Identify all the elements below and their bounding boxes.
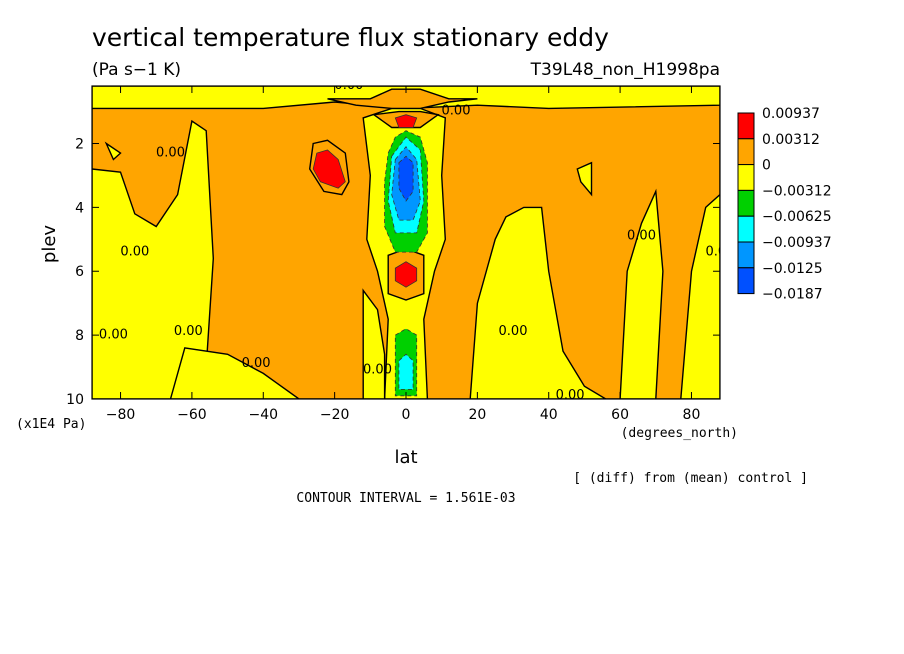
- y-tick-label: 8: [75, 328, 84, 344]
- y-tick-label: 10: [66, 392, 84, 408]
- legend-swatch: [737, 164, 755, 191]
- legend-swatch: [737, 112, 755, 140]
- contour-region-neg: [169, 347, 301, 399]
- legend-swatch: [737, 267, 755, 295]
- contour-region-neg5: [398, 155, 414, 202]
- x-axis-ticks: −80 −60 −40 −20 0 20 40 60 80: [106, 86, 701, 423]
- contour-region-pos_high: [394, 261, 418, 288]
- contour-value-label: 0.00: [363, 362, 392, 377]
- contour-interval: CONTOUR INTERVAL = 1.561E-03: [296, 491, 515, 506]
- colorbar-legend: 0.00937 0.00312 0 −0.00312 −0.00625 −0.00937 −…: [737, 106, 832, 303]
- legend-label: 0: [762, 158, 771, 174]
- legend-label: −0.00312: [762, 183, 832, 199]
- chart-title: vertical temperature flux stationary edd…: [92, 23, 609, 52]
- contour-value-label: 0.00: [156, 145, 185, 160]
- diff-note: [ (diff) from (mean) control ]: [573, 471, 808, 486]
- contour-region-neg: [619, 188, 664, 399]
- contour-region-neg: [576, 161, 593, 197]
- legend-label: 0.00937: [762, 106, 820, 122]
- contour-value-label: 0.00: [442, 104, 471, 119]
- x-tick-label: 60: [611, 407, 629, 423]
- x-tick-label: 80: [683, 407, 701, 423]
- y-tick-label: 4: [75, 200, 84, 216]
- contour-value-label: 0.00: [334, 78, 363, 93]
- contour-value-label: 0.00: [120, 244, 149, 259]
- contour-region-neg: [92, 119, 215, 399]
- legend-swatch: [737, 189, 755, 217]
- contour-region-pos_high: [394, 114, 418, 128]
- contour-region-pos_high: [312, 149, 346, 189]
- run-label: T39L48_non_H1998pa: [530, 60, 720, 80]
- x-axis-label: lat: [394, 447, 417, 468]
- contour-value-label: 0.00: [627, 228, 656, 243]
- contour-fills: [92, 86, 720, 399]
- contour-labels: 0.00 0.00 0.00 0.00 0.00 0.00 0.00 0.00 0.00 0.00…: [99, 78, 735, 403]
- x-tick-label: 20: [468, 407, 486, 423]
- legend-label: −0.0125: [762, 261, 823, 277]
- contour-value-label: 0.00: [99, 327, 128, 342]
- y-tick-label: 2: [75, 136, 84, 152]
- contour-value-label: 0.00: [174, 324, 203, 339]
- contour-region-neg: [362, 288, 386, 399]
- legend-label: −0.00625: [762, 209, 832, 225]
- contour-region-neg: [104, 141, 122, 161]
- contour-value-label: 0.00: [242, 356, 271, 371]
- x-tick-label: −40: [248, 407, 278, 423]
- contour-region-neg3: [398, 353, 414, 390]
- legend-swatch: [737, 138, 755, 166]
- contour-region-pos: [327, 88, 478, 110]
- x-tick-label: 0: [402, 407, 411, 423]
- x-tick-label: −20: [320, 407, 350, 423]
- contour-value-label: 0.00: [706, 244, 735, 259]
- contour-region-neg: [469, 206, 608, 399]
- x-tick-label: −80: [106, 407, 136, 423]
- x-axis-units: (degrees_north): [621, 426, 738, 441]
- legend-swatch: [737, 241, 755, 269]
- legend-swatch: [737, 215, 755, 243]
- units-label: (Pa s−1 K): [92, 60, 181, 80]
- y-axis-label: plev: [39, 225, 60, 264]
- legend-label: −0.0187: [762, 287, 823, 303]
- y-axis-units: (x1E4 Pa): [16, 417, 86, 432]
- legend-label: 0.00312: [762, 132, 820, 148]
- contour-region-neg: [680, 193, 720, 399]
- legend-label: −0.00937: [762, 235, 832, 251]
- contour-value-label: 0.00: [499, 324, 528, 339]
- x-tick-label: −60: [177, 407, 207, 423]
- x-tick-label: 40: [540, 407, 558, 423]
- y-tick-label: 6: [75, 264, 84, 280]
- contour-value-label: 0.00: [556, 388, 585, 403]
- plot-area: 0.00 0.00 0.00 0.00 0.00 0.00 0.00 0.00 0.00 0.00…: [66, 78, 735, 423]
- y-axis-ticks: 2 4 6 8 10: [66, 136, 720, 408]
